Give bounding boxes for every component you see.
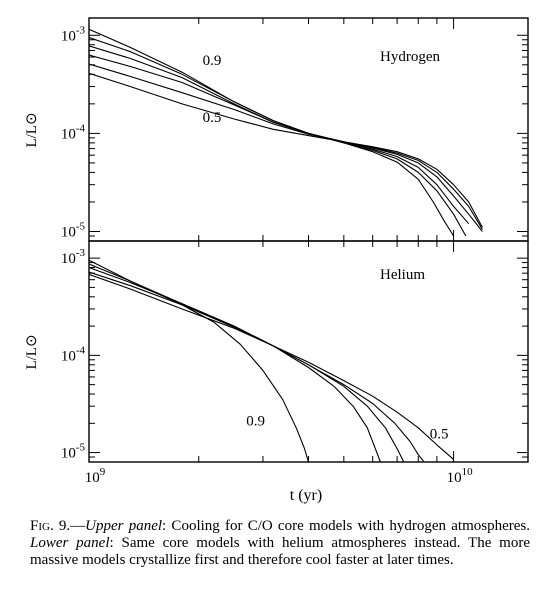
upper-curve-label: 0.5: [203, 110, 222, 126]
figure: 10-310-410-5 0.90.5 Hydrogen L/L⊙ 10-310…: [24, 17, 529, 504]
lower-x-tick-label: 1010: [447, 466, 474, 486]
upper-cooling-curve-6: [89, 72, 483, 228]
lower-curve-label: 0.9: [246, 413, 265, 429]
upper-panel-curve-labels: 0.9 0.5: [203, 53, 222, 126]
lower-curve-label: 0.5: [430, 426, 449, 442]
lower-y-tick-label: 10-3: [61, 247, 86, 267]
upper-panel-frame: [88, 17, 529, 242]
figure-caption: Fig. 9.—Upper panel: Cooling for C/O cor…: [30, 518, 530, 569]
upper-panel: 10-3 10-4 10-5 0.9 0.5 Hydrogen L/L⊙: [24, 17, 529, 242]
lower-cooling-curve-5: [89, 273, 454, 460]
upper-cooling-curve-3: [89, 45, 470, 225]
upper-panel-ticks: [88, 18, 528, 242]
lower-panel-frame: [88, 240, 529, 463]
upper-y-tick-label: 10-3: [61, 24, 86, 44]
caption-upper-title: Upper panel: [85, 518, 163, 534]
lower-panel-annotation: Helium: [380, 267, 425, 283]
upper-panel-annotation: Hydrogen: [380, 49, 440, 65]
upper-panel-y-tick-labels: 10-3 10-4 10-5: [61, 24, 86, 240]
lower-panel-curve-labels: 0.9 0.5: [246, 413, 448, 442]
lower-panel-y-tick-labels: 10-3 10-4 10-5: [61, 247, 86, 461]
upper-cooling-curve-5: [89, 63, 483, 230]
upper-y-tick-label: 10-4: [61, 122, 86, 142]
lower-panel-ticks: [88, 241, 528, 463]
caption-label: Fig. 9.: [30, 518, 71, 534]
lower-cooling-curve-4: [89, 271, 425, 462]
upper-y-tick-label: 10-5: [61, 220, 86, 240]
caption-lower-text: : Same core models with helium atmospher…: [30, 535, 530, 568]
lower-panel-ylabel: L/L⊙: [24, 334, 40, 369]
caption-lower-title: Lower panel: [30, 535, 110, 551]
lower-panel: 10-310-410-5 109 1010 0.90.5 Helium L/L⊙ …: [24, 240, 529, 504]
upper-panel-ylabel: L/L⊙: [24, 112, 40, 147]
upper-cooling-curve-2: [89, 36, 467, 237]
lower-panel-x-tick-labels: 109 1010: [85, 466, 473, 486]
x-axis-label: t (yr): [290, 487, 322, 504]
caption-dash: —: [70, 518, 86, 534]
lower-cooling-curve-3: [89, 266, 405, 462]
lower-x-tick-label: 109: [85, 466, 106, 486]
caption-upper-text: : Cooling for C/O core models with hydro…: [162, 518, 530, 534]
lower-y-tick-label: 10-4: [61, 344, 86, 364]
upper-curve-label: 0.9: [203, 53, 222, 69]
lower-cooling-curve-2: [89, 263, 381, 462]
lower-y-tick-label: 10-5: [61, 442, 86, 462]
lower-cooling-curve-1: [89, 259, 310, 462]
lower-panel-curves: [89, 259, 454, 462]
upper-panel-curves: [89, 28, 483, 237]
